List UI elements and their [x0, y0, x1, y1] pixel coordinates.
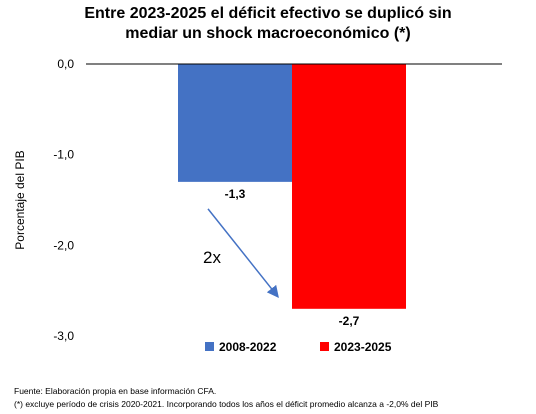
bar-2023-2025: [292, 64, 406, 309]
chart-title: Entre 2023-2025 el déficit efectivo se d…: [0, 4, 536, 44]
chart-title-line-2: mediar un shock macroeconómico (*): [125, 25, 411, 42]
bar-chart: Porcentaje del PIB 0,0 -1,0 -2,0 -3,0 -1,3 -2,…: [13, 57, 502, 354]
legend-swatch-2008-2022: [205, 342, 214, 351]
y-tick-label-2: -2,0: [53, 238, 74, 252]
y-tick-label-0: 0,0: [57, 57, 74, 71]
data-label-2023-2025: -2,7: [339, 314, 360, 328]
legend-label-2023-2025: 2023-2025: [334, 340, 392, 354]
chart-title-line-1: Entre 2023-2025 el déficit efectivo se d…: [84, 5, 452, 22]
source-note: Fuente: Elaboración propia en base infor…: [14, 386, 217, 396]
y-axis-label: Porcentaje del PIB: [13, 150, 27, 249]
data-label-2008-2022: -1,3: [225, 187, 246, 201]
annotation-2x: 2x: [203, 248, 221, 267]
exclusion-note: (*) excluye período de crisis 2020-2021.…: [14, 399, 439, 409]
doubling-arrow: [207, 208, 279, 298]
bar-2008-2022: [178, 64, 292, 182]
legend-swatch-2023-2025: [320, 342, 329, 351]
footnotes: Fuente: Elaboración propia en base infor…: [14, 385, 438, 411]
legend-label-2008-2022: 2008-2022: [219, 340, 277, 354]
y-tick-label-1: -1,0: [53, 148, 74, 162]
y-tick-label-3: -3,0: [53, 329, 74, 343]
